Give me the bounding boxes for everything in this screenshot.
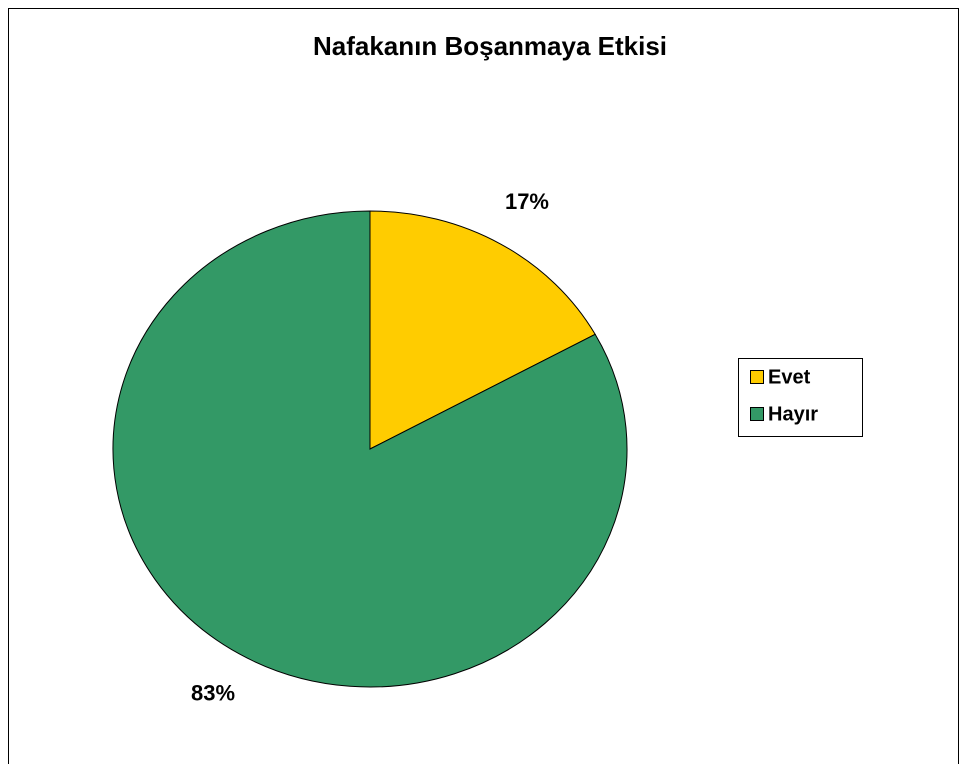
data-label: 83% [191, 681, 235, 706]
legend-label: Hayır [768, 403, 818, 425]
legend-label: Evet [768, 366, 811, 388]
pie-slice [369, 210, 596, 450]
pie-slice [112, 210, 628, 688]
data-label: 17% [505, 189, 549, 214]
chart-title: Nafakanın Boşanmaya Etkisi [313, 31, 667, 61]
legend-swatch [750, 370, 764, 384]
legend-swatch [750, 407, 764, 421]
